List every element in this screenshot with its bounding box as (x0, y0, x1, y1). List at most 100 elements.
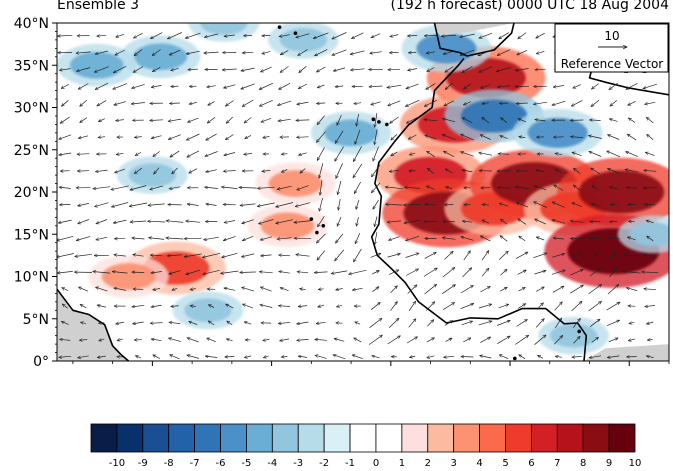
wind-vector (262, 170, 271, 171)
wind-vector (500, 236, 508, 242)
wind-vector (516, 202, 529, 208)
wind-vector (133, 321, 144, 324)
colorbar-tick-label: -4 (267, 458, 277, 469)
wind-vector (78, 83, 89, 90)
wind-vector (95, 170, 108, 172)
wind-vector (336, 233, 344, 243)
wind-vector (298, 306, 308, 307)
wind-vector (204, 33, 219, 37)
wind-vector (190, 289, 196, 290)
wind-vector (58, 219, 72, 223)
wind-vector (59, 134, 72, 140)
colorbar-swatch (297, 423, 325, 453)
wind-vector (626, 83, 638, 89)
wind-vector (588, 136, 602, 139)
wind-vector (571, 301, 582, 312)
wind-vector (206, 169, 217, 172)
wind-vector (242, 287, 255, 292)
wind-vector (277, 185, 292, 189)
wind-vector (461, 134, 474, 141)
wind-vector (81, 322, 86, 324)
wind-vector (115, 49, 125, 55)
wind-vector (461, 357, 474, 358)
wind-vector (336, 288, 343, 290)
wind-vector (647, 134, 654, 140)
wind-vector (260, 287, 272, 292)
wind-vector (169, 49, 181, 55)
wind-vector (573, 168, 581, 174)
wind-vector (480, 337, 490, 343)
wind-vector (296, 33, 310, 38)
lat-tick-label: 30°N (14, 101, 49, 117)
wind-vector (518, 219, 527, 225)
wind-vector (189, 102, 197, 104)
wind-vector (115, 168, 126, 173)
wind-vector (97, 35, 107, 36)
wind-vector (97, 356, 106, 357)
wind-vector (116, 153, 124, 154)
coastline-segment (370, 57, 588, 361)
anomaly-core (101, 263, 156, 290)
wind-vector (642, 272, 659, 273)
lat-tick-label: 15°N (14, 227, 49, 243)
wind-vector (385, 187, 403, 190)
wind-vector (317, 250, 326, 261)
wind-vector (553, 86, 564, 88)
wind-vector (629, 322, 635, 324)
wind-vector (389, 170, 399, 171)
wind-vector (300, 168, 306, 174)
wind-vector (295, 202, 311, 207)
wind-vector (318, 305, 325, 307)
wind-vector (95, 82, 109, 89)
wind-vector (408, 134, 417, 139)
wind-vector (607, 151, 621, 158)
wind-vector (317, 115, 325, 125)
wind-vector (607, 356, 620, 358)
anomaly-core (268, 170, 323, 197)
wind-vector (294, 238, 312, 239)
coastline-segment (433, 23, 515, 57)
wind-vector (242, 99, 254, 106)
wind-vector (445, 82, 453, 89)
wind-vector (93, 272, 111, 274)
wind-vector (208, 321, 215, 326)
wind-vector (646, 356, 654, 358)
wind-vector (172, 167, 178, 174)
wind-vector (515, 335, 528, 345)
wind-vector (129, 202, 148, 206)
wind-vector (371, 182, 381, 193)
wind-vector (335, 130, 344, 144)
colorbar-swatch (323, 423, 351, 453)
wind-vectors (57, 32, 659, 360)
wind-vector (335, 249, 344, 261)
wind-vector (354, 248, 362, 262)
wind-vector (280, 66, 289, 72)
colorbar-tick-label: -3 (293, 458, 303, 469)
colorbar-tick-label: 10 (629, 458, 642, 469)
wind-vector (608, 338, 618, 343)
island (277, 25, 282, 30)
wind-vector (609, 252, 617, 260)
wind-vector (501, 118, 508, 123)
wind-vector (278, 118, 291, 121)
wind-vector (386, 204, 403, 205)
wind-vector (374, 216, 378, 227)
wind-vector (442, 268, 455, 278)
wind-vector (169, 103, 180, 104)
island (309, 217, 314, 221)
wind-vector (555, 318, 561, 328)
wind-vector (58, 35, 73, 36)
reference-vector-label: Reference Vector (561, 57, 664, 71)
wind-vector (460, 304, 474, 310)
colorbar-tick-label: 0 (373, 458, 379, 469)
wind-vector (153, 151, 160, 156)
wind-vector (519, 355, 526, 360)
wind-vector (571, 137, 584, 138)
anomaly-core (460, 99, 528, 133)
wind-vector (427, 151, 435, 157)
wind-vector (444, 151, 455, 158)
wind-vector (298, 83, 308, 89)
wind-vector (113, 83, 128, 90)
wind-vector (352, 32, 364, 39)
wind-vector (78, 135, 89, 139)
